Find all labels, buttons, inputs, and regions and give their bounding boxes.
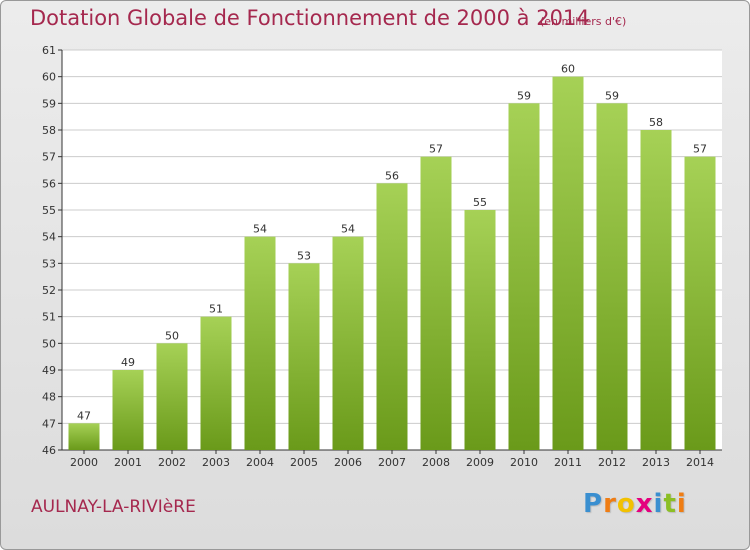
y-tick-label: 60 bbox=[42, 71, 56, 84]
y-tick-label: 54 bbox=[42, 231, 56, 244]
chart-subtitle: (en milliers d'€) bbox=[540, 15, 627, 28]
commune-name: AULNAY-LA-RIVIèRE bbox=[31, 497, 196, 517]
proxiti-logo: Proxiti bbox=[583, 489, 687, 519]
bar bbox=[596, 103, 628, 450]
x-tick-label: 2004 bbox=[246, 456, 274, 469]
bar-value-label: 51 bbox=[209, 303, 223, 316]
y-tick-label: 51 bbox=[42, 311, 56, 324]
bar-value-label: 60 bbox=[561, 63, 575, 76]
y-tick-label: 49 bbox=[42, 364, 56, 377]
bar-value-label: 55 bbox=[473, 196, 487, 209]
y-tick-label: 52 bbox=[42, 284, 56, 297]
bar-value-label: 59 bbox=[517, 89, 531, 102]
y-tick-label: 53 bbox=[42, 257, 56, 270]
y-tick-label: 58 bbox=[42, 124, 56, 137]
bar-value-label: 56 bbox=[385, 169, 399, 182]
x-tick-label: 2010 bbox=[510, 456, 538, 469]
bar bbox=[156, 343, 188, 450]
x-tick-label: 2008 bbox=[422, 456, 450, 469]
logo-letter: t bbox=[663, 489, 677, 519]
x-tick-label: 2014 bbox=[686, 456, 714, 469]
bar bbox=[288, 263, 320, 450]
logo-letter: i bbox=[676, 489, 687, 519]
y-tick-label: 48 bbox=[42, 391, 56, 404]
bar bbox=[332, 236, 364, 450]
bar-value-label: 49 bbox=[121, 356, 135, 369]
y-tick-label: 47 bbox=[42, 417, 56, 430]
bar bbox=[112, 370, 144, 450]
bar-value-label: 59 bbox=[605, 89, 619, 102]
x-tick-label: 2003 bbox=[202, 456, 230, 469]
y-tick-label: 61 bbox=[42, 44, 56, 57]
logo-letter: o bbox=[616, 489, 636, 519]
bar-value-label: 53 bbox=[297, 249, 311, 262]
x-tick-label: 2006 bbox=[334, 456, 362, 469]
x-tick-label: 2009 bbox=[466, 456, 494, 469]
bar-value-label: 57 bbox=[693, 143, 707, 156]
x-tick-label: 2012 bbox=[598, 456, 626, 469]
bar bbox=[508, 103, 540, 450]
bar-value-label: 57 bbox=[429, 143, 443, 156]
chart-title: Dotation Globale de Fonctionnement de 20… bbox=[30, 6, 590, 30]
bar-value-label: 54 bbox=[253, 223, 267, 236]
bar bbox=[420, 156, 452, 450]
bar bbox=[244, 236, 276, 450]
logo-letter: r bbox=[603, 489, 617, 519]
y-tick-label: 56 bbox=[42, 177, 56, 190]
bar bbox=[200, 316, 232, 450]
logo-letter: i bbox=[653, 489, 664, 519]
y-tick-label: 59 bbox=[42, 97, 56, 110]
logo-letter: x bbox=[635, 489, 654, 519]
x-tick-label: 2005 bbox=[290, 456, 318, 469]
x-tick-label: 2007 bbox=[378, 456, 406, 469]
bar-value-label: 47 bbox=[77, 409, 91, 422]
x-tick-label: 2001 bbox=[114, 456, 142, 469]
y-tick-label: 46 bbox=[42, 444, 56, 457]
y-tick-label: 57 bbox=[42, 151, 56, 164]
bar bbox=[464, 210, 496, 450]
y-tick-label: 50 bbox=[42, 337, 56, 350]
bar bbox=[68, 423, 100, 450]
bar-value-label: 58 bbox=[649, 116, 663, 129]
y-tick-label: 55 bbox=[42, 204, 56, 217]
x-tick-label: 2011 bbox=[554, 456, 582, 469]
logo-letter: P bbox=[583, 489, 604, 519]
bar bbox=[684, 156, 716, 450]
bar bbox=[552, 76, 584, 451]
bar bbox=[640, 130, 672, 450]
bar-value-label: 54 bbox=[341, 223, 355, 236]
x-tick-label: 2000 bbox=[70, 456, 98, 469]
bar bbox=[376, 183, 408, 451]
x-tick-label: 2013 bbox=[642, 456, 670, 469]
x-tick-label: 2002 bbox=[158, 456, 186, 469]
bar-value-label: 50 bbox=[165, 329, 179, 342]
